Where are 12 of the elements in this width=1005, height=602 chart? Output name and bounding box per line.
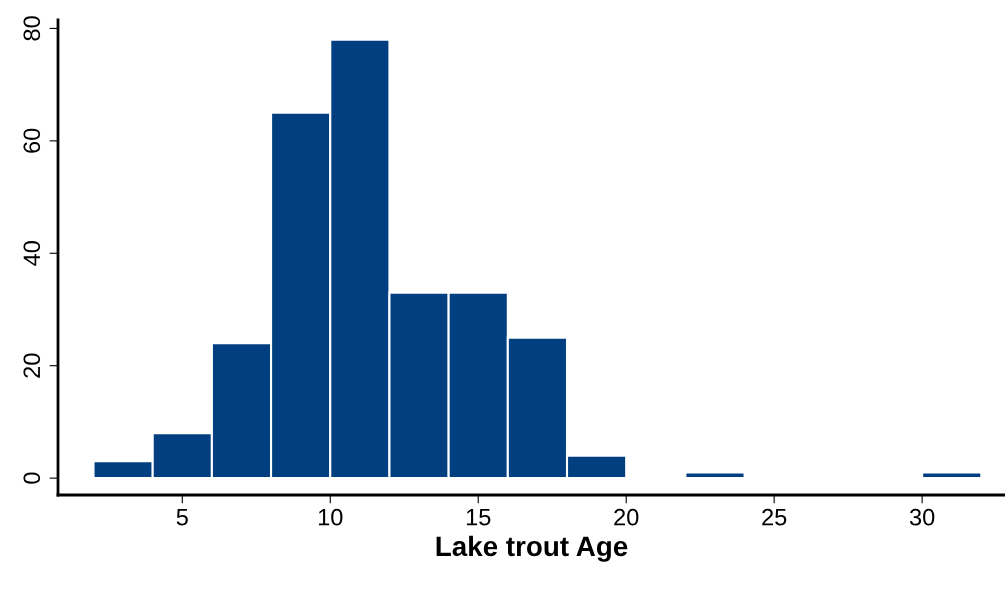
x-tick-label: 10 bbox=[318, 508, 343, 526]
x-tick-label: 20 bbox=[614, 508, 639, 526]
x-tick-label: 30 bbox=[909, 508, 935, 526]
y-tick-label: 20 bbox=[23, 353, 41, 378]
x-tick-label: 15 bbox=[466, 509, 491, 526]
y-tick-label: 0 bbox=[23, 472, 41, 484]
x-axis-title: Lake trout Age bbox=[436, 535, 628, 562]
y-tick-label: 60 bbox=[23, 128, 41, 153]
y-tick-label: 80 bbox=[23, 16, 41, 41]
y-tick-label: 40 bbox=[23, 241, 41, 266]
x-tick-label: 5 bbox=[176, 509, 188, 526]
x-tick-label: 25 bbox=[762, 508, 787, 526]
